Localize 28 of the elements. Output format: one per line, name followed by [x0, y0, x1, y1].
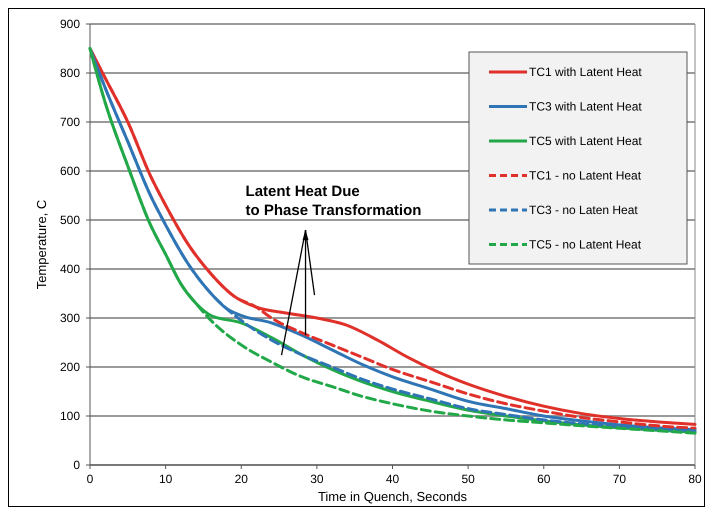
y-axis-title: Temperature, C — [34, 200, 49, 290]
x-tick-label: 10 — [158, 472, 173, 486]
y-tick-label: 200 — [60, 360, 80, 374]
y-tick-label: 100 — [60, 409, 80, 424]
x-tick-label: 20 — [234, 472, 248, 486]
x-tick-label: 30 — [310, 472, 324, 486]
legend-label: TC1 with Latent Heat — [529, 65, 642, 80]
x-axis-title: Time in Quench, Seconds — [318, 489, 468, 504]
x-tick-label: 0 — [86, 472, 94, 486]
x-tick-label: 60 — [537, 472, 551, 486]
y-tick-label: 600 — [60, 164, 80, 178]
legend-label: TC3 - no Laten Heat — [529, 203, 638, 218]
annotation: Latent Heat Due to Phase Transformation — [246, 183, 422, 220]
y-tick-label: 400 — [60, 262, 80, 276]
x-tick-label: 70 — [612, 472, 626, 486]
legend-label: TC5 - no Latent Heat — [529, 238, 642, 252]
legend-label: TC5 with Latent Heat — [529, 134, 642, 148]
y-tick-label: 700 — [60, 115, 80, 130]
legend-label: TC1 - no Latent Heat — [529, 168, 642, 183]
legend-label: TC3 with Latent Heat — [529, 100, 642, 114]
x-tick-label: 40 — [386, 472, 400, 486]
x-tick-label: 50 — [461, 472, 476, 486]
x-tick-label: 80 — [688, 472, 702, 486]
y-tick-label: 900 — [60, 17, 80, 32]
y-tick-label: 300 — [60, 311, 80, 326]
y-tick-label: 800 — [60, 66, 80, 80]
y-tick-label: 500 — [60, 213, 80, 228]
y-tick-label: 0 — [73, 458, 80, 472]
